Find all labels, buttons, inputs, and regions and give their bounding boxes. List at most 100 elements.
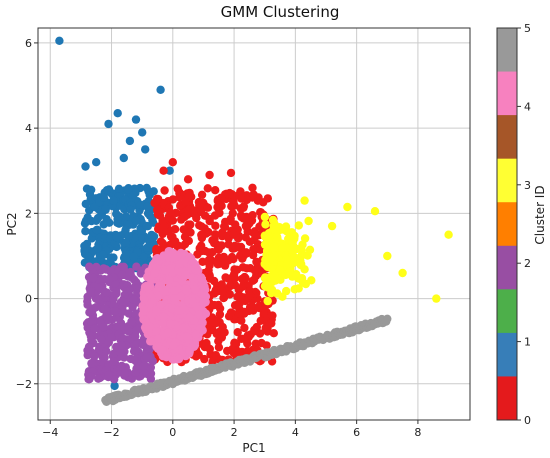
point-cluster-yellow [307, 276, 316, 285]
point-cluster-red [211, 286, 220, 295]
x-tick-label: 0 [169, 426, 176, 439]
x-tick-label: 6 [353, 426, 360, 439]
point-cluster-red [202, 340, 211, 349]
point-cluster-purple [95, 345, 105, 354]
point-cluster-red [262, 341, 271, 350]
colorbar-segment [497, 332, 517, 377]
point-cluster-blue [93, 243, 103, 253]
point-cluster-pink [194, 310, 203, 319]
colorbar-tick-label: 0 [524, 414, 531, 427]
point-cluster-red [153, 245, 162, 254]
point-cluster-red [247, 302, 257, 311]
point-cluster-blue [124, 232, 133, 241]
point-cluster-red [183, 175, 193, 184]
point-cluster-blue [149, 187, 158, 196]
point-cluster-purple [124, 327, 133, 336]
point-cluster-purple [93, 294, 103, 303]
point-cluster-pink [174, 354, 184, 364]
point-cluster-red [226, 168, 236, 178]
point-cluster-red [252, 257, 261, 266]
point-cluster-pink [158, 284, 167, 293]
point-cluster-red [239, 334, 249, 343]
point-cluster-red [240, 323, 249, 333]
point-cluster-purple [127, 317, 136, 326]
point-cluster-red [168, 158, 177, 167]
point-cluster-purple [90, 324, 99, 333]
point-cluster-blue [102, 186, 112, 195]
point-cluster-red [179, 225, 188, 234]
point-cluster-red [196, 207, 206, 216]
point-cluster-yellow [383, 251, 392, 261]
point-cluster-red [204, 256, 213, 265]
point-cluster-red [229, 230, 238, 239]
point-cluster-purple [129, 295, 138, 304]
point-cluster-red [250, 325, 259, 335]
colorbar-segment [497, 71, 517, 116]
point-cluster-red [226, 216, 235, 226]
x-axis-label: PC1 [242, 441, 265, 455]
point-cluster-pink [185, 252, 194, 261]
point-cluster-red [168, 195, 178, 204]
point-cluster-red [249, 245, 258, 254]
y-axis-label: PC2 [5, 212, 19, 235]
point-cluster-red [263, 194, 272, 203]
point-cluster-red [173, 184, 182, 193]
point-cluster-red [218, 287, 227, 296]
point-cluster-purple [84, 342, 94, 351]
point-cluster-yellow [281, 222, 291, 231]
point-cluster-red [189, 206, 199, 215]
point-cluster-pink [169, 341, 178, 350]
point-cluster-pink [153, 334, 162, 343]
point-cluster-purple [117, 270, 127, 280]
point-cluster-purple [132, 326, 141, 335]
point-cluster-yellow [294, 221, 303, 230]
point-cluster-blue [92, 158, 101, 167]
x-tick-label: −4 [42, 426, 58, 439]
point-cluster-pink [159, 312, 168, 321]
point-cluster-blue [139, 252, 148, 262]
x-ticks: −4 −2 0 2 4 6 8 [42, 420, 421, 439]
point-cluster-blue [147, 230, 156, 240]
point-cluster-purple [97, 335, 106, 344]
point-cluster-yellow [271, 225, 281, 235]
point-cluster-yellow [289, 258, 298, 268]
point-cluster-purple [133, 284, 142, 293]
point-cluster-red [205, 274, 215, 283]
point-cluster-blue [142, 221, 151, 231]
point-cluster-yellow [343, 202, 352, 212]
point-cluster-yellow [300, 196, 309, 205]
point-cluster-red [174, 241, 183, 251]
colorbar-segment [497, 289, 517, 334]
point-cluster-blue [91, 216, 101, 225]
point-cluster-red [248, 250, 258, 260]
point-cluster-red [159, 166, 168, 175]
point-cluster-purple [136, 269, 146, 278]
point-cluster-blue [129, 252, 139, 262]
point-cluster-yellow [261, 220, 270, 229]
point-cluster-pink [181, 284, 191, 293]
colorbar-label: Cluster ID [533, 185, 547, 244]
point-cluster-yellow [305, 245, 315, 254]
colorbar-tick-label: 4 [524, 100, 531, 113]
point-cluster-red [233, 328, 242, 337]
point-cluster-blue [99, 193, 109, 202]
point-cluster-blue [119, 153, 128, 163]
point-cluster-yellow [281, 270, 290, 280]
point-cluster-yellow [269, 242, 279, 252]
chart-title: GMM Clustering [221, 3, 340, 21]
point-cluster-red [256, 316, 265, 325]
point-cluster-pink [153, 254, 162, 263]
point-cluster-red [248, 183, 257, 192]
point-cluster-red [193, 250, 202, 259]
point-cluster-pink [165, 275, 174, 284]
point-cluster-pink [191, 330, 201, 339]
point-cluster-pink [166, 319, 175, 328]
point-cluster-pink [163, 328, 173, 338]
point-cluster-blue [55, 36, 64, 45]
point-cluster-blue [124, 185, 133, 194]
point-cluster-red [197, 241, 206, 250]
point-cluster-purple [124, 309, 133, 318]
point-cluster-pink [185, 313, 194, 322]
point-cluster-red [254, 303, 264, 313]
point-cluster-blue [138, 128, 147, 137]
